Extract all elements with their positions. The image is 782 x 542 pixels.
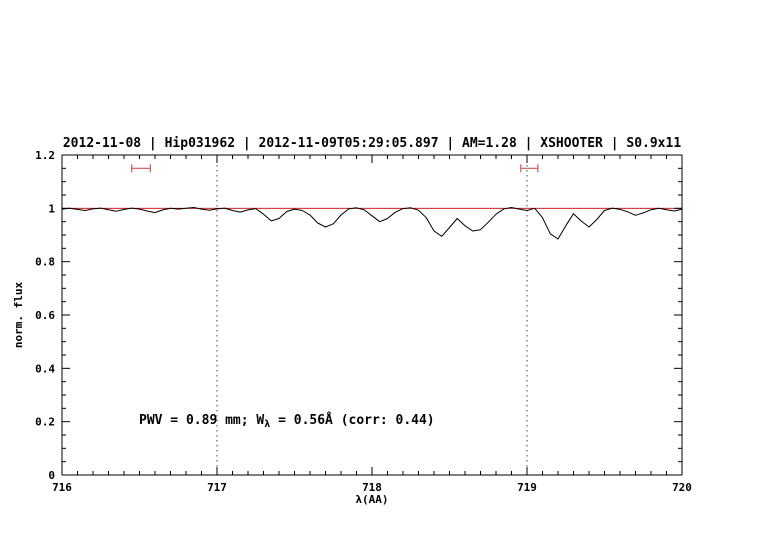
plot-area: 716 717 718 719 720 0 0.2 0.4 0.6 0.8 1 1.2 <box>35 149 692 494</box>
y-tick-label: 0.4 <box>35 362 55 375</box>
pwv-annotation-rest: = 0.56Å (corr: 0.44) <box>270 412 434 428</box>
y-axis-label: norm. flux <box>12 282 25 349</box>
x-tick-label: 719 <box>517 481 537 494</box>
x-tick-label: 718 <box>362 481 382 494</box>
chart-title: 2012-11-08 | Hip031962 | 2012-11-09T05:2… <box>63 136 681 151</box>
axis-ticks <box>61 154 683 476</box>
y-tick-label: 0.6 <box>35 309 55 322</box>
pwv-range-marker <box>520 164 539 173</box>
x-axis-label: λ(AA) <box>355 493 388 506</box>
pwv-annotation-subscript: λ <box>264 419 270 430</box>
spectrum-line <box>61 207 683 240</box>
tick-labels: 716 717 718 719 720 0 0.2 0.4 0.6 0.8 1 1.2 <box>35 149 692 494</box>
x-tick-label: 716 <box>52 481 72 494</box>
x-tick-label: 717 <box>207 481 227 494</box>
y-tick-label: 0.8 <box>35 256 55 269</box>
pwv-annotation: PWV = 0.89 mm; Wλ = 0.56Å (corr: 0.44) <box>139 412 435 430</box>
y-tick-label: 0.2 <box>35 416 55 429</box>
x-tick-label: 720 <box>672 481 692 494</box>
y-tick-label: 1.2 <box>35 149 55 162</box>
pwv-annotation-main: PWV = 0.89 mm; W <box>139 413 264 428</box>
pwv-range-marker <box>131 164 151 173</box>
y-tick-label: 1 <box>48 202 55 215</box>
y-tick-label: 0 <box>48 469 55 482</box>
